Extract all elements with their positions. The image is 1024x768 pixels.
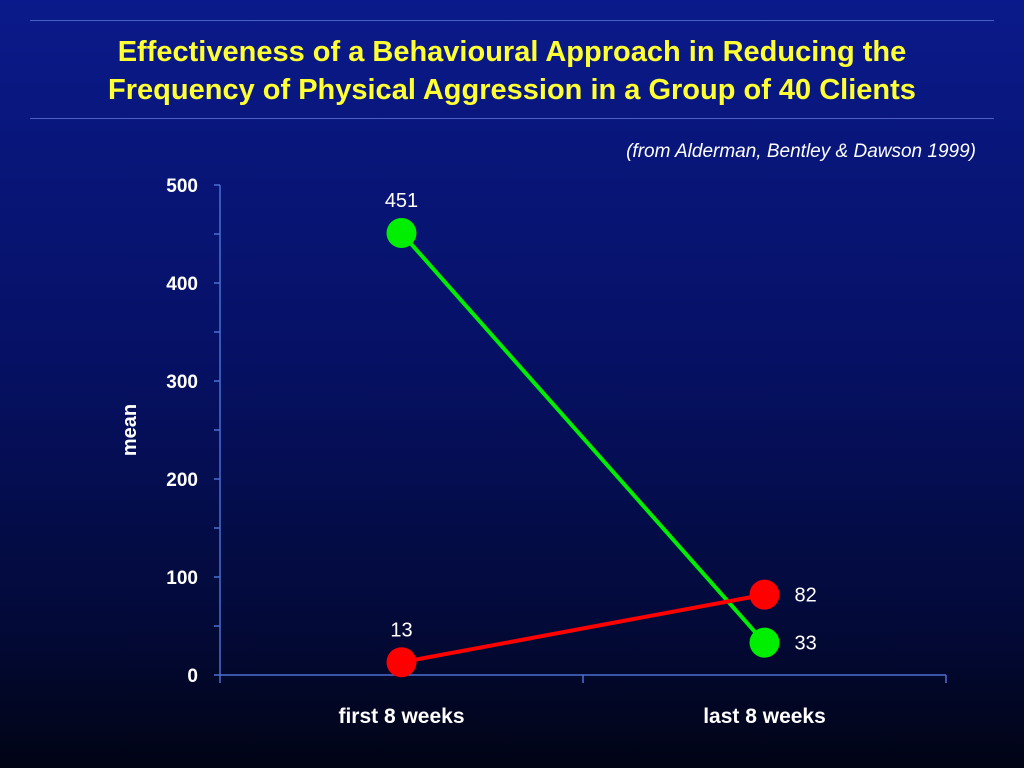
title-top-rule xyxy=(30,20,994,21)
series-0-line xyxy=(400,231,766,644)
y-tick-label: 400 xyxy=(166,274,198,295)
x-category-label: last 8 weeks xyxy=(703,705,826,728)
series-1-data-label: 82 xyxy=(795,585,817,607)
source-citation: (from Alderman, Bentley & Dawson 1999) xyxy=(626,141,976,162)
series-1-point xyxy=(386,647,417,678)
series-0-point xyxy=(749,627,780,658)
title-bottom-rule xyxy=(30,118,994,119)
x-category-label: first 8 weeks xyxy=(338,705,464,728)
title-line-1: Effectiveness of a Behavioural Approach … xyxy=(117,36,907,68)
series-0-point xyxy=(386,218,417,249)
y-tick-label: 0 xyxy=(187,666,198,687)
y-tick-label: 500 xyxy=(166,176,198,197)
series-0-data-label: 451 xyxy=(385,190,418,212)
y-tick-label: 200 xyxy=(166,470,198,491)
series-1-data-label: 13 xyxy=(390,619,412,641)
title-line-2: Frequency of Physical Aggression in a Gr… xyxy=(108,74,916,106)
y-axis-title: mean xyxy=(119,404,141,456)
series-1-point xyxy=(749,579,780,610)
y-tick-label: 300 xyxy=(166,372,198,393)
series-1-line xyxy=(401,592,765,665)
series-0-data-label: 33 xyxy=(795,633,817,655)
y-tick-label: 100 xyxy=(166,568,198,589)
slide-title: Effectiveness of a Behavioural Approach … xyxy=(0,33,1024,109)
